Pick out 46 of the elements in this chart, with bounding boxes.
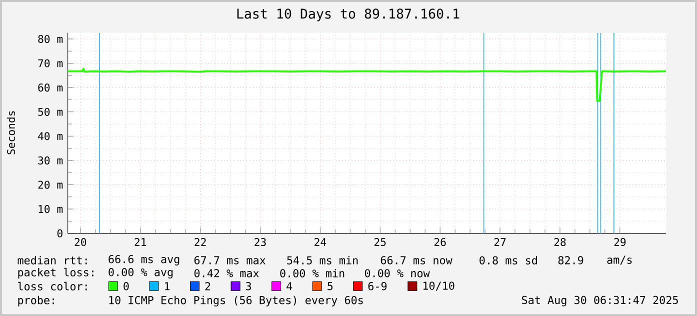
text: 0.00 % min xyxy=(280,268,344,278)
x-tick-label: 28 xyxy=(554,238,566,246)
legend-label: 10/10 xyxy=(423,282,454,291)
legend-title: loss color: xyxy=(18,282,87,290)
x-tick-label: 26 xyxy=(434,238,446,246)
legend-label: 1 xyxy=(165,282,170,290)
legend-label: 3 xyxy=(246,282,252,290)
text: 54.5 ms min xyxy=(287,256,358,264)
y-tick-label: 10 m xyxy=(38,204,63,214)
legend-label: 5 xyxy=(328,282,333,290)
x-tick-label: 22 xyxy=(194,238,206,246)
text: 0.8 ms sd xyxy=(480,256,537,264)
y-axis-title: Seconds xyxy=(6,111,16,154)
x-tick-label: 25 xyxy=(374,238,386,246)
text: 82.9 xyxy=(558,256,584,264)
x-tick-label: 21 xyxy=(134,238,146,246)
text: median rtt: xyxy=(18,256,87,264)
legend-label: 0 xyxy=(124,282,129,290)
x-tick-label: 27 xyxy=(494,238,506,246)
legend-label: 6-9 xyxy=(368,282,387,290)
y-tick-label: 80 m xyxy=(38,34,63,43)
text: probe: xyxy=(18,296,54,306)
text: 0.00 % now xyxy=(364,269,430,278)
y-tick-label: 20 m xyxy=(38,180,63,189)
y-tick-label: 0 xyxy=(57,229,62,238)
text: 66.7 ms now xyxy=(380,256,452,264)
y-tick-label: 40 m xyxy=(38,132,63,140)
text: 0.00 % avg xyxy=(108,268,173,278)
y-tick-label: 30 m xyxy=(38,156,63,164)
y-tick-label: 60 m xyxy=(38,84,63,92)
legend-label: 4 xyxy=(286,282,292,290)
y-tick-label: 50 m xyxy=(38,108,63,116)
text: Sat Aug 30 06:31:47 2025 xyxy=(522,296,678,306)
text: 67.7 ms max xyxy=(194,256,266,264)
text: am/s xyxy=(607,256,632,265)
x-tick-label: 23 xyxy=(254,238,266,246)
y-tick-label: 70 m xyxy=(38,59,63,68)
x-tick-label: 29 xyxy=(614,238,626,246)
legend-label: 2 xyxy=(205,282,210,290)
text: packet loss: xyxy=(18,268,94,278)
chart-title: Last 10 Days to 89.187.160.1 xyxy=(237,8,460,22)
text: 66.6 ms avg xyxy=(108,254,180,266)
text: 0.42 % max xyxy=(194,269,259,278)
x-tick-label: 20 xyxy=(74,238,86,246)
text: 10 ICMP Echo Pings (56 Bytes) every 60s xyxy=(109,296,363,306)
x-tick-label: 24 xyxy=(314,238,326,246)
